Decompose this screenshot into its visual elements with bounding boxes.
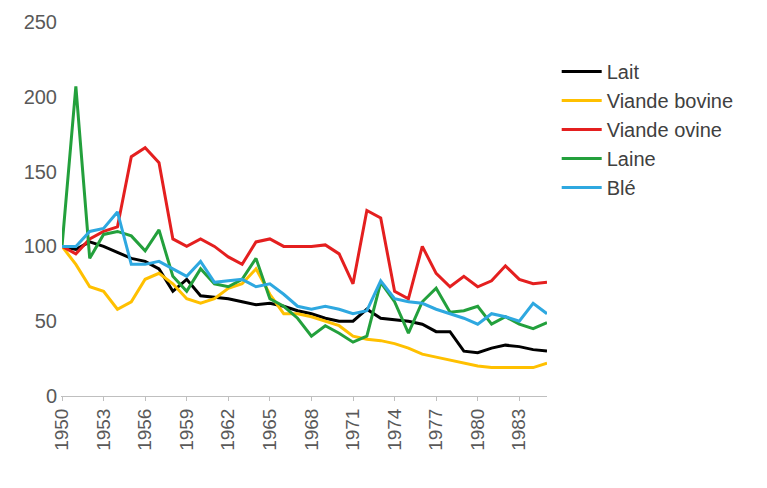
svg-text:0: 0 <box>46 385 57 407</box>
svg-text:Viande ovine: Viande ovine <box>607 119 722 141</box>
svg-text:1959: 1959 <box>176 409 197 451</box>
svg-text:1968: 1968 <box>301 409 322 451</box>
svg-text:Lait: Lait <box>607 61 640 83</box>
svg-text:1953: 1953 <box>93 409 114 451</box>
svg-text:100: 100 <box>24 235 57 257</box>
svg-text:250: 250 <box>24 11 57 33</box>
svg-text:1977: 1977 <box>425 409 446 451</box>
svg-text:Blé: Blé <box>607 177 636 199</box>
svg-text:Viande bovine: Viande bovine <box>607 90 733 112</box>
svg-text:1983: 1983 <box>508 409 529 451</box>
svg-text:1950: 1950 <box>51 409 72 451</box>
svg-text:1971: 1971 <box>342 409 363 451</box>
svg-text:Laine: Laine <box>607 148 656 170</box>
svg-text:150: 150 <box>24 161 57 183</box>
svg-text:50: 50 <box>35 310 57 332</box>
svg-text:1974: 1974 <box>384 408 405 451</box>
svg-text:1965: 1965 <box>259 409 280 451</box>
svg-text:1956: 1956 <box>134 409 155 451</box>
svg-text:1980: 1980 <box>467 409 488 451</box>
svg-text:1962: 1962 <box>217 409 238 451</box>
svg-text:200: 200 <box>24 86 57 108</box>
